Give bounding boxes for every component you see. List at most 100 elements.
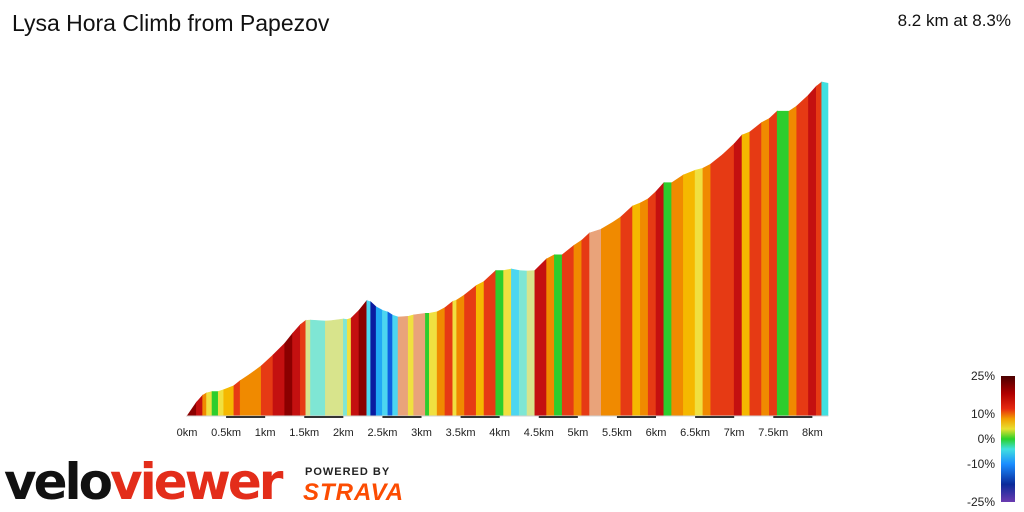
legend-label: -10% <box>967 457 995 471</box>
gradient-legend: 25% 10% 0% -10% -25% <box>967 369 1015 509</box>
x-axis-ticks: 0km 0.5km 1km 1.5km 2km 2.5km 3km 3.5km 4km 4.5km… <box>177 427 823 439</box>
profile-segment <box>186 401 197 417</box>
x-tick-label: 1km <box>255 427 276 439</box>
profile-segment <box>397 315 409 417</box>
profile-segment <box>429 311 438 417</box>
profile-segment <box>589 228 602 417</box>
x-tick-label: 2km <box>333 427 354 439</box>
profile-segment <box>239 373 250 417</box>
logo-velo: velo <box>4 453 113 511</box>
km-bands <box>226 416 813 418</box>
profile-segment <box>217 389 225 417</box>
powered-by-label: POWERED BY <box>305 466 391 478</box>
x-tick-label: 6.5km <box>680 427 710 439</box>
x-tick-label: 0.5km <box>211 427 241 439</box>
profile-segment <box>292 323 301 417</box>
x-tick-label: 0km <box>177 427 198 439</box>
profile-segment <box>554 254 563 417</box>
profile-segment <box>761 117 770 417</box>
profile-segment <box>561 244 575 417</box>
profile-segment <box>694 167 704 417</box>
profile-segment <box>632 202 641 417</box>
profile-segment <box>546 254 555 417</box>
profile-segment <box>464 284 477 417</box>
profile-segment <box>769 110 778 417</box>
profile-segment <box>343 318 348 417</box>
x-tick-label: 6km <box>646 427 667 439</box>
profile-segment <box>233 380 241 417</box>
profile-segment <box>741 131 751 417</box>
km-band <box>773 416 813 418</box>
profile-segment <box>350 309 360 417</box>
km-band <box>616 416 657 418</box>
veloviewer-logo: veloviewer <box>4 452 283 512</box>
climb-summary: 8.2 km at 8.3% <box>897 11 1011 30</box>
km-band <box>538 416 578 418</box>
profile-segment <box>366 300 372 417</box>
profile-segment <box>710 154 723 417</box>
km-band <box>460 416 500 418</box>
profile-segment <box>581 232 590 417</box>
x-tick-label: 8km <box>802 427 823 439</box>
x-tick-label: 4km <box>489 427 510 439</box>
profile-segment <box>272 342 286 417</box>
profile-segment <box>196 394 203 417</box>
km-band <box>226 416 266 418</box>
x-tick-label: 7km <box>724 427 745 439</box>
logo-viewer: viewer <box>110 453 283 511</box>
profile-segment <box>223 385 235 417</box>
profile-segment <box>526 270 536 417</box>
profile-segment <box>444 300 454 417</box>
x-tick-label: 5km <box>567 427 588 439</box>
profile-segment <box>671 174 684 417</box>
legend-label: 0% <box>978 432 996 446</box>
x-tick-label: 4.5km <box>524 427 554 439</box>
profile-segment <box>475 280 485 417</box>
profile-segment <box>329 318 344 417</box>
profile-segment <box>260 354 274 417</box>
x-tick-label: 3.5km <box>446 427 476 439</box>
profile-segment <box>640 198 649 417</box>
profile-segment <box>796 94 809 417</box>
profile-segment <box>663 182 672 417</box>
profile-segment <box>358 299 368 417</box>
legend-label: -25% <box>967 495 995 509</box>
profile-segment <box>495 270 504 417</box>
strava-logo: STRAVA <box>303 479 405 506</box>
profile-segment <box>518 270 528 417</box>
profile-segment <box>573 239 583 417</box>
x-tick-label: 2.5km <box>367 427 397 439</box>
legend-label: 25% <box>971 369 995 383</box>
profile-segment <box>407 314 414 417</box>
profile-segment <box>346 317 352 417</box>
profile-segment <box>503 268 512 417</box>
profile-segment <box>808 85 817 417</box>
profile-segment <box>776 110 790 417</box>
profile-segment <box>382 309 389 417</box>
profile-segment <box>206 391 213 417</box>
profile-segment <box>655 181 665 417</box>
profile-segment <box>749 122 762 417</box>
profile-segment <box>815 81 823 417</box>
profile-segment <box>601 221 614 417</box>
profile-segment <box>788 105 798 417</box>
profile-segment <box>620 205 633 417</box>
profile-segment <box>452 299 457 417</box>
gradient-legend-bar <box>1001 376 1015 502</box>
profile-segment <box>683 169 696 417</box>
legend-label: 10% <box>971 407 995 421</box>
x-tick-label: 1.5km <box>289 427 319 439</box>
x-tick-label: 7.5km <box>758 427 788 439</box>
profile-segment <box>305 319 311 417</box>
profile-segment <box>436 307 446 417</box>
profile-segment <box>483 269 497 417</box>
profile-segment <box>300 319 307 417</box>
gradient-legend-labels: 25% 10% 0% -10% -25% <box>967 369 995 509</box>
profile-segment <box>612 216 622 417</box>
page-title: Lysa Hora Climb from Papezov <box>12 10 330 36</box>
profile-segment <box>325 320 331 417</box>
profile-segment <box>202 392 207 417</box>
profile-segment <box>375 306 383 417</box>
km-band <box>382 416 422 418</box>
km-band <box>304 416 344 418</box>
